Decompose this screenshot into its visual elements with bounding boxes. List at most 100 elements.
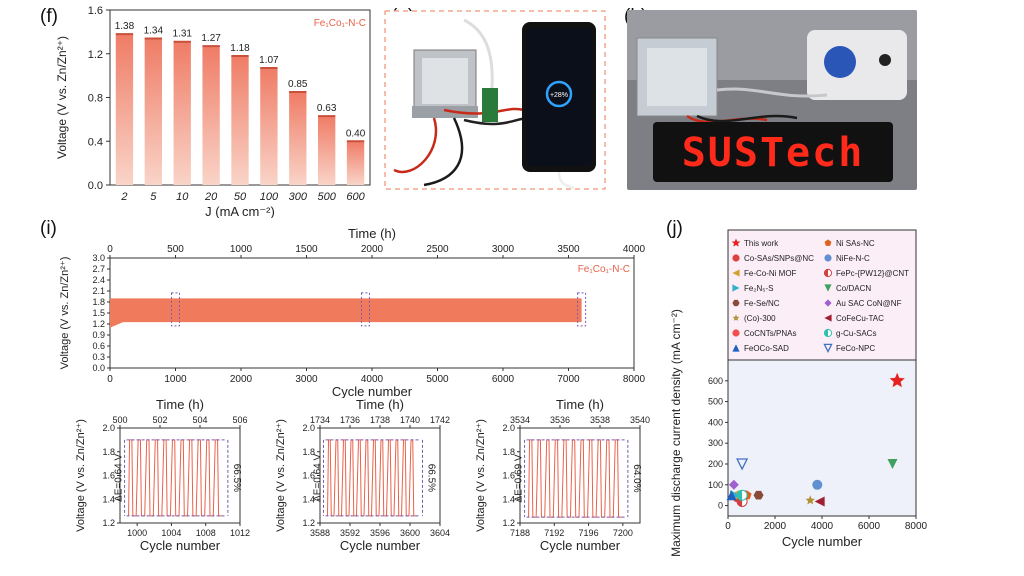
data-point <box>805 495 816 505</box>
x-tick-label: 7192 <box>544 528 564 538</box>
x2-tick-label: 3538 <box>590 415 610 425</box>
legend-marker <box>732 314 740 321</box>
legend-marker <box>732 284 740 292</box>
bar-data-label: 1.34 <box>144 25 164 36</box>
legend-box <box>727 229 917 361</box>
x2-tick-label: 3534 <box>510 415 530 425</box>
photo-h: SUSTech <box>627 10 917 190</box>
x-tick-label: 3592 <box>340 528 360 538</box>
y-tick-label: 1.6 <box>102 471 115 481</box>
legend-entry: Fe-Co-Ni MOF <box>744 269 797 278</box>
y-axis-label: Voltage (V vs. Zn/Zn²⁺) <box>55 36 69 159</box>
x-tick-label: 500 <box>317 191 336 203</box>
bar <box>144 38 162 185</box>
x-axis-label: J (mA cm⁻²) <box>205 204 275 218</box>
efficiency-label: 66.5% <box>231 464 242 492</box>
x-tick-label: 1012 <box>230 528 250 538</box>
bar-data-label: 0.63 <box>317 103 337 114</box>
x-tick-label: 5 <box>150 191 157 203</box>
legend-marker <box>823 268 833 278</box>
chart-i-zoom-3: 7188 7192 7196 7200 3534 3536 3538 3540 1.2 1.4 1.… <box>475 398 650 553</box>
y-tick-label: 0.9 <box>92 330 105 340</box>
panel-label-i: (i) <box>40 218 57 239</box>
x2-tick-label: 1734 <box>310 415 330 425</box>
y-tick-label: 1.4 <box>502 494 515 504</box>
voltage-band <box>110 298 582 328</box>
y-axis-label: Voltage (V vs. Zn/Zn²⁺) <box>475 419 487 532</box>
bar <box>231 55 249 185</box>
bar-data-label: 1.27 <box>201 33 221 44</box>
legend-entry: Ni SAs-NC <box>836 239 875 248</box>
x-tick-label: 50 <box>234 191 247 203</box>
chart-f-bar: 0.0 0.4 0.8 1.2 1.6 1.38 2 1.34 5 1.31 10 1.27 20 1.1… <box>55 5 371 218</box>
y-tick-label: 1.4 <box>302 494 315 504</box>
bar <box>318 116 336 185</box>
y-tick-label: 0 <box>718 501 723 511</box>
bar-data-label: 0.40 <box>346 128 366 139</box>
y-tick-label: 2.7 <box>92 264 105 274</box>
y-tick-label: 0.8 <box>88 93 103 105</box>
y-tick-label: 1.8 <box>92 297 105 307</box>
bar-data-label: 0.85 <box>288 79 308 90</box>
legend-marker <box>823 328 833 338</box>
y-tick-label: 1.2 <box>102 518 115 528</box>
x-tick-label: 2 <box>120 191 127 203</box>
legend-entry: Fe₂N₅-S <box>744 284 773 293</box>
x2-tick-label: 1742 <box>430 415 450 425</box>
x2-tick-label: 500 <box>167 244 184 255</box>
legend-label: Fe₁Co₁-N-C <box>314 18 366 29</box>
plot-frame <box>727 359 917 517</box>
x-tick-label: 1000 <box>164 374 187 385</box>
x-tick-label: 7188 <box>510 528 530 538</box>
legend-entry: FePc-{PW12}@CNT <box>836 269 909 278</box>
x2-axis-label: Time (h) <box>556 398 604 412</box>
x2-tick-label: 504 <box>192 415 207 425</box>
x-tick-label: 5000 <box>426 374 449 385</box>
legend-marker <box>732 344 740 352</box>
x2-tick-label: 3500 <box>557 244 580 255</box>
data-point <box>814 496 825 507</box>
x2-tick-label: 502 <box>152 415 167 425</box>
chart-j-scatter: This work Co-SAs/SNPs@NC Fe-Co-Ni MOF Fe₂N₅… <box>669 229 928 557</box>
y-tick-label: 400 <box>708 417 723 427</box>
x-tick-label: 7200 <box>613 528 633 538</box>
x-tick-label: 6000 <box>858 521 881 532</box>
x2-tick-label: 4000 <box>623 244 646 255</box>
y-tick-label: 3.0 <box>92 253 105 263</box>
zoom-highlight-box <box>577 292 587 327</box>
data-point <box>736 489 748 501</box>
legend-marker <box>731 238 741 247</box>
bar <box>346 141 365 185</box>
x2-tick-label: 3540 <box>630 415 650 425</box>
bar <box>115 34 134 185</box>
legend-marker <box>732 254 740 262</box>
y-tick-label: 1.8 <box>502 447 515 457</box>
delta-e-label: ΔE=0.64 V <box>313 453 324 501</box>
x-tick-label: 8000 <box>905 521 928 532</box>
legend-label: Fe₁Co₁-N-C <box>578 264 630 275</box>
y-axis-label: Voltage (V vs. Zn/Zn²⁺) <box>275 419 287 532</box>
x-tick-label: 7196 <box>579 528 599 538</box>
x-tick-label: 1000 <box>127 528 147 538</box>
delta-e-label: ΔE=0.69 V <box>514 454 525 502</box>
x2-tick-label: 3536 <box>550 415 570 425</box>
x2-tick-label: 3000 <box>492 244 515 255</box>
x-tick-label: 1008 <box>196 528 216 538</box>
legend-marker <box>824 239 832 246</box>
x-tick-label: 4000 <box>361 374 384 385</box>
efficiency-label: 64.0% <box>631 464 642 492</box>
legend-entry: CoCNTs/PNAs <box>744 329 796 338</box>
panel-label-f: (f) <box>40 6 58 27</box>
x-tick-label: 6000 <box>492 374 515 385</box>
bar-data-label: 1.31 <box>172 29 192 40</box>
y-tick-label: 1.2 <box>302 518 315 528</box>
y-tick-label: 1.2 <box>92 319 105 329</box>
x-tick-label: 0 <box>107 374 113 385</box>
y-tick-label: 100 <box>708 480 723 490</box>
x-tick-label: 0 <box>725 521 731 532</box>
x-tick-label: 4000 <box>811 521 834 532</box>
y-tick-label: 0.0 <box>92 363 105 373</box>
bar-data-label: 1.18 <box>230 43 250 54</box>
circuit-board-icon <box>482 88 498 122</box>
data-point <box>728 479 739 490</box>
